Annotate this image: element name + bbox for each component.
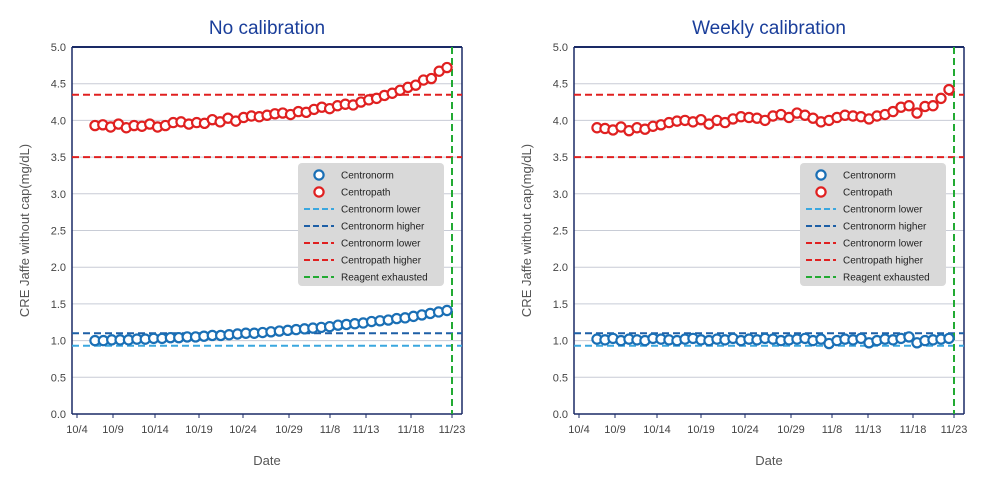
x-tick-label: 11/8 [822,424,843,436]
legend-label: Reagent exhausted [341,273,428,284]
x-tick-label: 11/13 [855,424,882,436]
x-tick-label: 10/29 [275,424,303,436]
y-tick-label: 4.5 [553,79,568,91]
y-tick-label: 0.0 [51,409,66,421]
y-tick-label: 2.5 [553,226,568,238]
data-point-centropath [425,72,438,85]
x-tick-label: 11/13 [353,424,380,436]
x-tick-label: 11/23 [941,424,968,436]
legend-marker [815,186,827,198]
data-point-centropath [410,79,422,91]
legend-label: Centronorm [843,171,896,182]
data-point-centronorm [943,332,955,345]
x-tick-label: 11/18 [900,424,927,436]
x-tick-label: 10/14 [643,424,671,436]
y-tick-label: 3.0 [553,189,568,201]
x-tick-label: 10/24 [731,424,759,436]
legend-label: Centronorm lower [843,205,923,216]
y-tick-label: 0.0 [553,409,568,421]
data-point-centropath [911,107,923,119]
legend-label: Centronorm higher [843,222,927,233]
y-tick-label: 2.0 [51,262,66,274]
y-tick-label: 2.5 [51,226,66,238]
x-tick-label: 11/18 [398,424,425,436]
x-tick-label: 10/29 [777,424,805,436]
legend-marker [815,169,827,181]
data-point-centropath [943,83,955,96]
legend-label: Centropath [341,188,390,199]
legend-label: Centropath higher [341,256,422,267]
y-tick-label: 0.5 [51,372,66,384]
y-tick-label: 1.5 [553,299,568,311]
y-tick-label: 1.0 [51,336,66,348]
x-tick-label: 11/23 [439,424,466,436]
chart-panel-1: 0.0 0.5 1.0 1.5 2.0 2.5 3.0 3.5 4.0 4.5 5.0 10/4 10/… [17,18,465,468]
y-axis-label: CRE Jaffe without cap(mg/dL) [17,144,32,317]
x-tick-label: 11/8 [320,424,341,436]
legend-label: Centropath higher [843,256,924,267]
y-tick-label: 5.0 [553,42,568,54]
y-axis-label: CRE Jaffe without cap(mg/dL) [519,144,534,317]
x-axis-label: Date [755,453,782,468]
x-tick-label: 10/4 [66,424,87,436]
y-tick-label: 3.5 [553,152,568,164]
legend-marker [313,186,325,198]
chart-title: No calibration [209,18,325,39]
legend-label: Centronorm lower [843,239,923,250]
chart-title: Weekly calibration [692,18,846,39]
data-point-centronorm [441,304,453,317]
legend-label: Centropath [843,188,892,199]
x-tick-label: 10/4 [568,424,589,436]
x-tick-label: 10/24 [229,424,257,436]
y-tick-label: 1.0 [553,336,568,348]
y-tick-label: 3.0 [51,189,66,201]
data-point-centropath [441,61,453,74]
x-tick-label: 10/9 [102,424,123,436]
legend-box [298,163,444,286]
legend-box [800,163,946,286]
data-point-centronorm [903,331,915,343]
x-tick-label: 10/19 [687,424,715,436]
legend-label: Reagent exhausted [843,273,930,284]
y-tick-label: 2.0 [553,262,568,274]
y-tick-label: 5.0 [51,42,66,54]
legend-label: Centronorm lower [341,239,421,250]
x-tick-label: 10/14 [141,424,169,436]
data-point-centropath [903,100,915,112]
legend-label: Centronorm higher [341,222,425,233]
legend-label: Centronorm lower [341,205,421,216]
y-tick-label: 1.5 [51,299,66,311]
y-tick-label: 4.0 [553,115,568,127]
data-point-centropath [935,92,947,105]
y-tick-label: 3.5 [51,152,66,164]
x-tick-label: 10/19 [185,424,213,436]
data-point-centropath [927,100,939,112]
y-tick-label: 4.0 [51,115,66,127]
x-axis-label: Date [253,453,280,468]
x-tick-label: 10/9 [604,424,625,436]
legend-label: Centronorm [341,171,394,182]
y-tick-label: 0.5 [553,372,568,384]
y-tick-label: 4.5 [51,79,66,91]
legend-marker [313,169,325,181]
chart-panel-2: 0.0 0.5 1.0 1.5 2.0 2.5 3.0 3.5 4.0 4.5 5.0 10/4 10/… [519,18,967,468]
